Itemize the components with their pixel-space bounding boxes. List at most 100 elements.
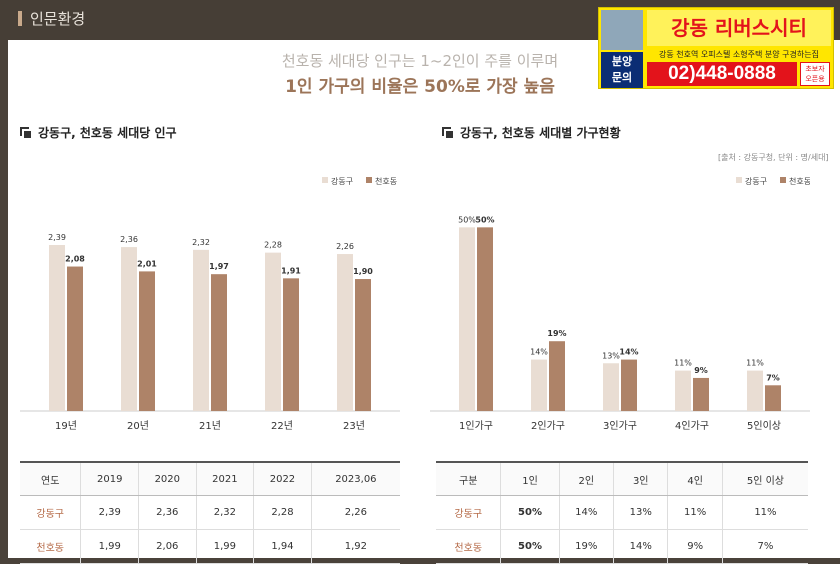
right-chart-title-text: 강동구, 천호동 세대별 가구현황: [460, 126, 621, 140]
data-label: 7%: [766, 373, 780, 382]
chart-source: [출처 : 강동구청, 단위 : 명/세대]: [718, 153, 829, 162]
data-label: 11%: [674, 359, 692, 368]
table-cell: 9%: [667, 529, 723, 564]
bunyang-line-1: 분양: [611, 55, 633, 68]
table-cell: 1,99: [196, 529, 255, 564]
building-photo-icon: [601, 10, 643, 50]
bar-cheonho: [211, 274, 227, 411]
table-cell: 1,92: [311, 529, 400, 564]
x-tick-label: 19년: [55, 420, 77, 432]
table-row: 강동구 50% 14% 13% 11% 11%: [436, 495, 808, 530]
x-tick-label: 1인가구: [459, 420, 493, 432]
bar-cheonho: [765, 385, 781, 411]
legend-label: 천호동: [789, 176, 810, 186]
table-cell: 1,94: [253, 529, 312, 564]
table-cell: 7%: [722, 529, 808, 564]
data-label: 2,39: [48, 233, 66, 242]
ad-banner[interactable]: 분양 문의 강동 리버스시티 강동 천호역 오피스텔 소형주택 분양 구경하는집…: [598, 7, 834, 89]
data-label: 50%: [458, 215, 476, 224]
right-chart-title: 강동구, 천호동 세대별 가구현황: [442, 124, 621, 141]
bar-cheonho: [621, 359, 637, 411]
table-cell: 11%: [667, 495, 723, 530]
ad-seal-badge: 초보자 오픈용: [800, 62, 830, 86]
table-cell: 19%: [559, 529, 615, 564]
x-tick-label: 22년: [271, 420, 293, 432]
legend-swatch: [366, 177, 372, 183]
data-label: 9%: [694, 366, 708, 375]
table-row: 천호동 50% 19% 14% 9% 7%: [436, 529, 808, 564]
bar-gangdong: [531, 359, 547, 411]
seal-line-2: 오픈용: [805, 75, 825, 83]
table-header-cell: 4인: [667, 461, 723, 496]
table-header-cell: 5인 이상: [722, 461, 808, 496]
data-label: 14%: [530, 348, 548, 357]
left-chart-title-text: 강동구, 천호동 세대당 인구: [38, 126, 177, 140]
chart-title-icon: [442, 127, 453, 138]
bar-cheonho: [67, 266, 83, 411]
table-header-cell: 2020: [138, 461, 197, 496]
ad-name: 강동 리버스시티: [647, 10, 831, 46]
table-header-cell: 2022: [253, 461, 312, 496]
left-chart-title: 강동구, 천호동 세대당 인구: [20, 124, 177, 141]
heading-line-1: 천호동 세대당 인구는 1~2인이 주를 이루며: [281, 52, 559, 70]
bar-cheonho: [355, 279, 371, 411]
x-tick-label: 23년: [343, 420, 365, 432]
bar-cheonho: [549, 341, 565, 411]
table-cell: 14%: [613, 529, 669, 564]
table-header-cell: 2021: [196, 461, 255, 496]
table-row-label: 천호동: [436, 529, 502, 564]
bar-gangdong: [49, 245, 65, 411]
table-header-cell: 2019: [80, 461, 139, 496]
bar-gangdong: [265, 252, 281, 411]
ad-phone[interactable]: 02)448-0888: [647, 62, 797, 86]
chart-title-icon: [20, 127, 31, 138]
table-row: 천호동 1,99 2,06 1,99 1,94 1,92: [20, 529, 400, 564]
table-header-cell: 2인: [559, 461, 615, 496]
table-cell: 11%: [722, 495, 808, 530]
table-row-label: 강동구: [20, 495, 82, 530]
table-cell: 2,06: [138, 529, 197, 564]
data-label: 1,91: [281, 266, 301, 275]
bar-gangdong: [747, 370, 763, 411]
data-label: 50%: [475, 215, 494, 224]
legend-swatch: [322, 177, 328, 183]
table-cell: 2,26: [311, 495, 400, 530]
bar-gangdong: [193, 249, 209, 411]
table-header-row: 구분 1인 2인 3인 4인 5인 이상: [436, 461, 808, 496]
table-cell: 2,32: [196, 495, 255, 530]
bunyang-badge: 분양 문의: [601, 52, 643, 88]
left-data-table: 연도 2019 2020 2021 2022 2023,06 강동구 2,39 …: [20, 461, 400, 564]
table-header-row: 연도 2019 2020 2021 2022 2023,06: [20, 461, 400, 496]
table-cell: 2,39: [80, 495, 139, 530]
x-tick-label: 20년: [127, 420, 149, 432]
right-data-table: 구분 1인 2인 3인 4인 5인 이상 강동구 50% 14% 13% 11%…: [436, 461, 808, 564]
table-cell: 50%: [500, 495, 560, 530]
table-cell: 2,36: [138, 495, 197, 530]
data-label: 14%: [619, 348, 638, 357]
table-cell: 13%: [613, 495, 669, 530]
legend-label: 강동구: [331, 176, 353, 186]
bar-gangdong: [459, 227, 475, 411]
table-row-label: 천호동: [20, 529, 82, 564]
bar-gangdong: [337, 254, 353, 411]
legend-label: 강동구: [745, 176, 767, 186]
table-cell: 14%: [559, 495, 615, 530]
data-label: 2,08: [65, 255, 85, 264]
table-header-cell: 연도: [20, 461, 82, 496]
data-label: 2,32: [192, 238, 210, 247]
table-cell: 50%: [500, 529, 560, 564]
bar-cheonho: [477, 227, 493, 411]
heading-line-2: 1인 가구의 비율은 50%로 가장 높음: [285, 77, 555, 97]
table-cell: 2,28: [253, 495, 312, 530]
bar-cheonho: [139, 271, 155, 411]
table-header-cell: 구분: [436, 461, 502, 496]
bar-gangdong: [603, 363, 619, 411]
data-label: 13%: [602, 351, 620, 360]
legend-label: 천호동: [375, 176, 397, 186]
data-label: 11%: [746, 359, 764, 368]
data-label: 1,97: [209, 262, 229, 271]
data-label: 19%: [547, 329, 566, 338]
data-label: 2,36: [120, 235, 138, 244]
bunyang-line-2: 문의: [611, 71, 633, 84]
x-tick-label: 4인가구: [675, 420, 709, 432]
